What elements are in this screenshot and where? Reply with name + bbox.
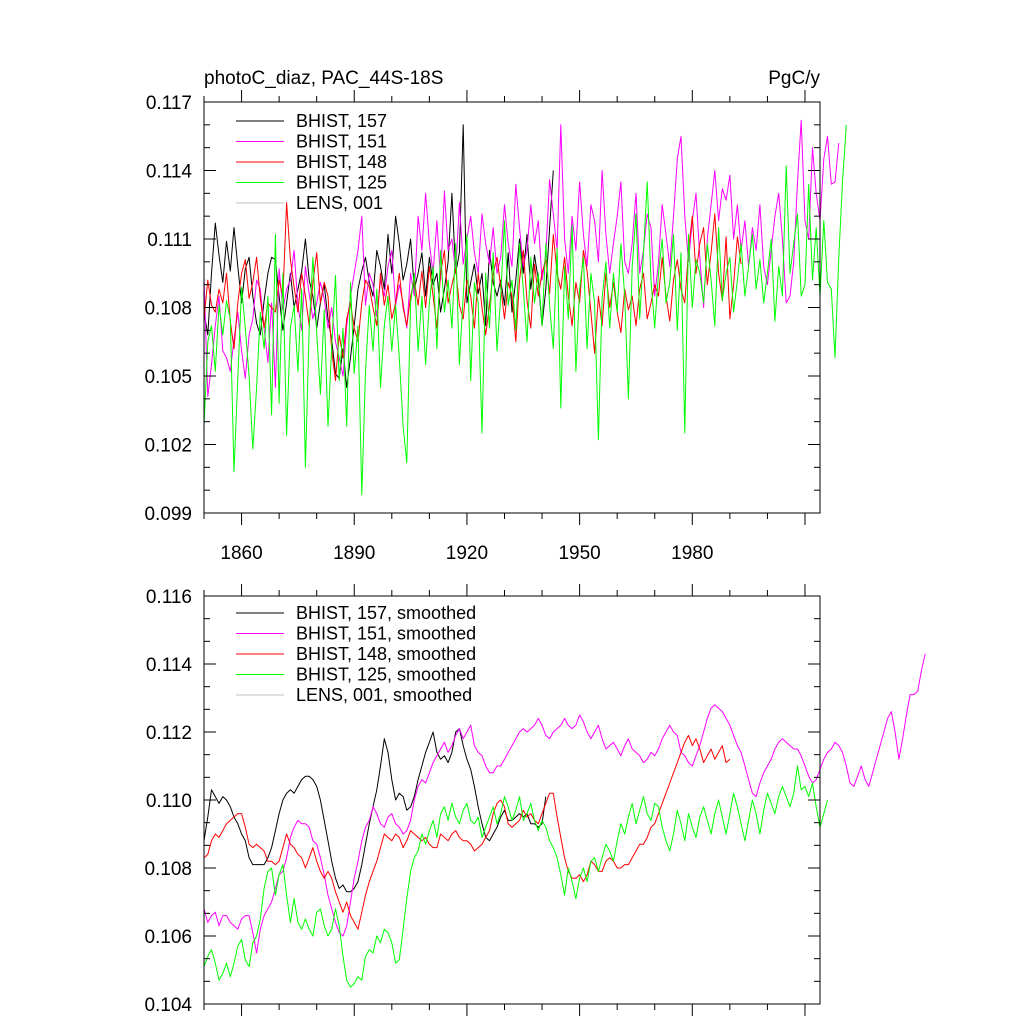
series-line-1	[203, 119, 840, 398]
y-tick-label: 0.111	[147, 230, 192, 251]
y-tick-label: 0.114	[146, 655, 193, 676]
y-tick-label: 0.099	[144, 504, 192, 525]
legend-label-3: BHIST, 125	[296, 173, 387, 193]
legend-label-0: BHIST, 157, smoothed	[296, 603, 476, 623]
top-panel-units: PgC/y	[768, 68, 820, 89]
series-line-3	[203, 124, 847, 496]
legend-label-0: BHIST, 157	[296, 111, 387, 131]
bottom-plot-frame	[203, 595, 821, 1005]
legend-label-1: BHIST, 151, smoothed	[296, 624, 476, 644]
y-tick-label: 0.102	[144, 436, 192, 457]
y-tick-label: 0.117	[146, 93, 192, 114]
y-tick-label: 0.105	[144, 367, 192, 388]
x-tick-label: 1950	[558, 543, 600, 564]
legend-label-4: LENS, 001	[296, 193, 383, 213]
series-line-1	[203, 653, 926, 954]
series-line-0	[203, 728, 547, 893]
legend-label-4: LENS, 001, smoothed	[296, 685, 472, 705]
legend-label-2: BHIST, 148, smoothed	[296, 644, 476, 664]
y-tick-label: 0.116	[146, 587, 192, 608]
y-tick-label: 0.114	[146, 162, 193, 183]
y-tick-label: 0.108	[144, 859, 192, 880]
series-line-2	[203, 734, 731, 930]
top-panel-title: photoC_diaz, PAC_44S-18S	[204, 68, 443, 89]
x-tick-label: 1890	[333, 543, 375, 564]
x-tick-label: 1980	[671, 543, 713, 564]
bottom-panel: 0.104 0.106 0.108 0.110 0.112 0.114 0.116 BHIS…	[144, 584, 926, 1016]
x-tick-label: 1860	[220, 543, 262, 564]
bottom-series-layer	[203, 653, 926, 988]
y-tick-label: 0.110	[146, 791, 192, 812]
legend-label-3: BHIST, 125, smoothed	[296, 665, 476, 685]
legend-label-1: BHIST, 151	[296, 132, 387, 152]
top-plot-frame	[203, 101, 821, 514]
legend-label-2: BHIST, 148	[296, 152, 387, 172]
x-tick-label: 1920	[446, 543, 488, 564]
series-line-2	[203, 202, 742, 382]
y-tick-label: 0.106	[144, 927, 192, 948]
top-ticks-layer: 0.099 0.102 0.105 0.108 0.111 0.114 0.117 1860 1…	[144, 90, 820, 564]
y-tick-label: 0.112	[146, 723, 192, 744]
y-tick-label: 0.104	[144, 995, 192, 1016]
series-line-3	[203, 765, 828, 988]
y-tick-label: 0.108	[144, 299, 192, 320]
top-panel: photoC_diaz, PAC_44S-18S PgC/y 0.099 0.10…	[144, 68, 847, 564]
top-series-layer	[203, 119, 847, 496]
